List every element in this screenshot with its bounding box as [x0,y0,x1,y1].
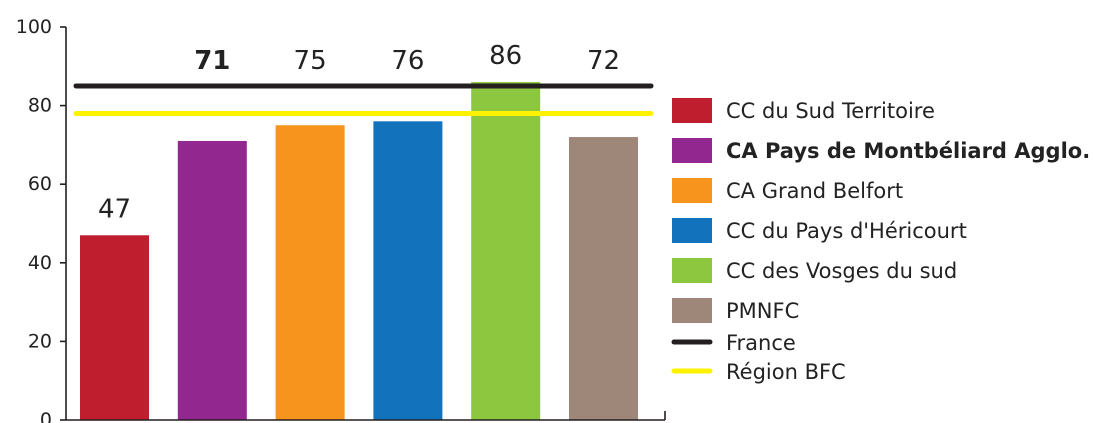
legend-label: PMNFC [726,299,799,323]
legend-swatch [672,298,712,323]
y-tick-label: 20 [28,330,52,352]
legend: CC du Sud Territoire CA Pays de Montbélia… [671,98,1090,384]
legend-swatch [672,178,712,203]
legend-label: France [726,331,796,355]
bar [80,235,149,420]
legend-label: CC du Pays d'Héricourt [726,219,967,243]
bars [80,82,638,421]
value-label: 86 [489,41,522,71]
value-label: 71 [194,46,230,76]
legend-label: CC des Vosges du sud [726,259,957,283]
bar [373,121,443,420]
legend-swatch [672,98,712,123]
y-tick-label: 80 [28,95,52,117]
value-label: 72 [587,46,620,76]
y-tick-label: 100 [16,16,52,38]
legend-label: CA Grand Belfort [726,179,903,203]
legend-label: Région BFC [726,360,846,384]
value-label: 76 [391,46,424,76]
reference-lines [73,83,654,116]
bar [275,125,345,420]
legend-swatch [672,138,712,163]
legend-swatch [672,258,712,283]
y-tick-label: 60 [28,173,52,195]
y-tick-label: 0 [40,409,52,423]
value-labels: 47 71 75 76 86 72 [98,41,620,224]
bar [471,82,541,421]
legend-label: CC du Sud Territoire [726,99,935,123]
x-axis [66,411,666,421]
y-axis: 0 20 40 60 80 100 [16,16,67,423]
y-tick-label: 40 [28,252,52,274]
legend-label: CA Pays de Montbéliard Agglo. [726,139,1090,163]
legend-swatch [672,218,712,243]
value-label: 75 [294,46,327,76]
value-label: 47 [98,194,131,224]
bar [177,140,247,420]
bar [569,137,638,421]
